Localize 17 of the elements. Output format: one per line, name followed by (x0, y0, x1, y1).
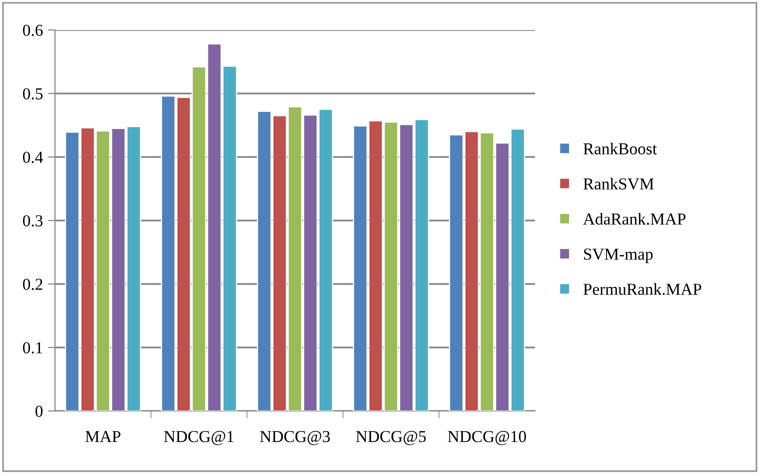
x-tick-label: NDCG@5 (356, 430, 426, 446)
legend-label: RankBoost (583, 142, 657, 154)
x-tick-label: NDCG@1 (164, 430, 234, 446)
y-tick-label: 0.4 (22, 152, 43, 164)
y-tick-label: 0.5 (22, 88, 43, 100)
legend-label: RankSVM (583, 178, 654, 190)
x-tick-label: NDCG@10 (448, 430, 526, 446)
legend-label: SVM-map (584, 248, 653, 264)
x-tick-label: NDCG@3 (260, 430, 330, 446)
legend-label: AdaRank.MAP (583, 212, 686, 225)
legend-label: PermuRank.MAP (583, 283, 702, 295)
y-tick-label: 0.2 (22, 278, 42, 290)
y-tick-label: 0 (35, 406, 43, 417)
y-tick-label: 0.6 (22, 24, 43, 36)
y-tick-label: 0.1 (22, 342, 42, 354)
y-tick-label: 0.3 (22, 215, 43, 227)
x-tick-label: MAP (85, 431, 120, 442)
